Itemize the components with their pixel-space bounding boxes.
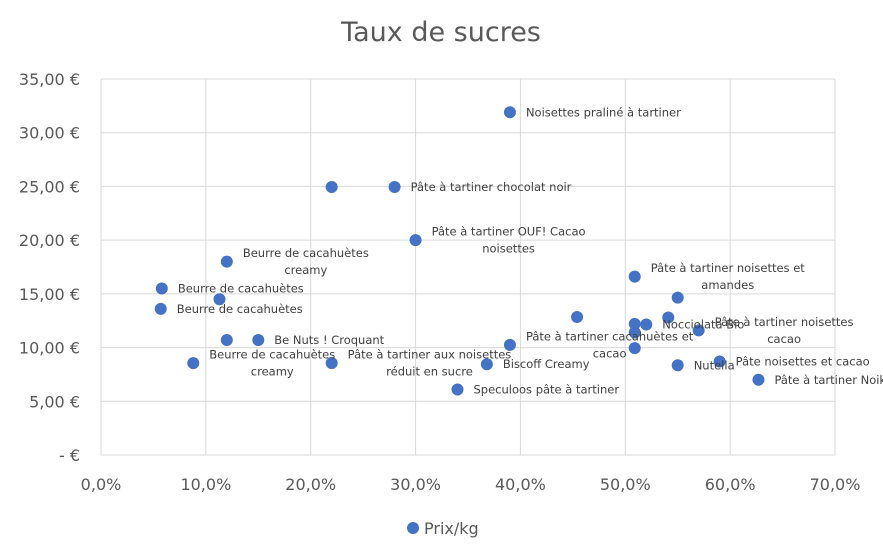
- gridlines: [100, 78, 836, 456]
- data-label: Beurre de cacahuètes: [178, 281, 304, 295]
- y-tick-label: 25,00 €: [19, 177, 80, 196]
- data-point: [503, 106, 516, 119]
- data-label-line: Pâte à tartiner cacahuètes et: [526, 329, 694, 343]
- y-axis-ticks: - € 5,00 € 10,00 € 15,00 € 20,00 € 25,00 € 30,…: [19, 70, 80, 465]
- data-label: Beurre de cacahuètes: [177, 302, 303, 316]
- data-point: [571, 310, 584, 323]
- data-point: [409, 234, 422, 247]
- data-label: Pâte à tartiner chocolat noir: [411, 180, 572, 194]
- data-label: Speculoos pâte à tartiner: [474, 382, 620, 396]
- data-label: Pâte à tartiner cacahuètes et cacao: [526, 329, 694, 360]
- x-tick-label: 50,0%: [600, 475, 651, 494]
- data-point: [155, 282, 168, 295]
- y-tick-label: - €: [59, 446, 80, 465]
- legend-marker: [407, 522, 419, 534]
- data-point: [752, 373, 765, 386]
- x-tick-label: 30,0%: [390, 475, 441, 494]
- data-point: [662, 311, 675, 324]
- data-point: [503, 338, 516, 351]
- data-label-line: Beurre de cacahuètes: [209, 348, 335, 362]
- y-tick-label: 5,00 €: [29, 392, 80, 411]
- data-point: [628, 317, 641, 330]
- x-tick-label: 70,0%: [810, 475, 861, 494]
- data-point: [692, 324, 705, 337]
- data-label: Pâte à tartiner aux noisettes réduit en s…: [348, 348, 512, 379]
- data-point: [671, 359, 684, 372]
- data-point: [628, 326, 641, 339]
- data-label: Nutella: [694, 358, 735, 372]
- data-label: Noisettes praliné à tartiner: [526, 105, 681, 119]
- data-point: [154, 302, 167, 315]
- data-point: [220, 334, 233, 347]
- data-point: [388, 180, 401, 193]
- data-point: [713, 355, 726, 368]
- data-label-line: Pâte à tartiner OUF! Cacao: [432, 225, 586, 239]
- data-label-line: creamy: [251, 365, 294, 379]
- data-label: Beurre de cacahuètes creamy: [209, 348, 335, 379]
- data-label-line: creamy: [284, 263, 327, 277]
- data-label-line: Beurre de cacahuètes: [243, 246, 369, 260]
- data-label: Beurre de cacahuètes creamy: [243, 246, 369, 277]
- data-point: [252, 334, 265, 347]
- data-point: [628, 270, 641, 283]
- y-tick-label: 30,00 €: [19, 124, 80, 143]
- data-label: Pâte à tartiner noisettes et amandes: [651, 261, 806, 292]
- data-label-line: Pâte à tartiner noisettes: [715, 315, 854, 329]
- data-label: Pâte à tartiner noisettes cacao: [715, 315, 854, 346]
- data-label: Pâte noisettes et cacao: [736, 355, 870, 369]
- x-axis-ticks: 0,0% 10,0% 20,0% 30,0% 40,0% 50,0% 60,0% 70,0%: [81, 475, 861, 494]
- data-label: Nocciolata Bio: [662, 317, 744, 331]
- data-point: [671, 291, 684, 304]
- data-label-line: cacao: [767, 332, 801, 346]
- x-tick-label: 20,0%: [285, 475, 336, 494]
- chart-title: Taux de sucres: [340, 17, 541, 48]
- data-label: Pâte à tartiner Noikao Duo: [774, 373, 883, 387]
- data-point: [451, 383, 464, 396]
- data-point: [480, 358, 493, 371]
- y-tick-label: 10,00 €: [19, 339, 80, 358]
- legend: Prix/kg: [407, 519, 479, 538]
- legend-label: Prix/kg: [424, 519, 479, 538]
- data-point: [640, 318, 653, 331]
- x-tick-label: 40,0%: [495, 475, 546, 494]
- data-label-line: cacao: [593, 346, 627, 360]
- data-label-line: noisettes: [482, 242, 535, 256]
- data-points: [154, 106, 765, 396]
- data-point: [220, 255, 233, 268]
- data-point: [213, 293, 226, 306]
- data-point: [325, 357, 338, 370]
- data-label-line: Pâte à tartiner noisettes et: [651, 261, 806, 275]
- data-label-line: amandes: [701, 278, 754, 292]
- data-point: [187, 357, 200, 370]
- data-label: Biscoff Creamy: [503, 357, 590, 371]
- data-label: Be Nuts ! Croquant: [274, 333, 384, 347]
- data-label-line: réduit en sucre: [386, 365, 473, 379]
- data-label: Pâte à tartiner OUF! Cacao noisettes: [432, 225, 586, 256]
- y-tick-label: 15,00 €: [19, 285, 80, 304]
- x-tick-label: 60,0%: [705, 475, 756, 494]
- data-point: [325, 180, 338, 193]
- x-tick-label: 0,0%: [81, 475, 122, 494]
- y-tick-label: 20,00 €: [19, 231, 80, 250]
- data-label-line: Pâte à tartiner aux noisettes: [348, 348, 512, 362]
- y-tick-label: 35,00 €: [19, 70, 80, 89]
- x-tick-label: 10,0%: [180, 475, 231, 494]
- data-point: [628, 342, 641, 355]
- data-labels: Noisettes praliné à tartiner Pâte à tarti…: [177, 105, 883, 396]
